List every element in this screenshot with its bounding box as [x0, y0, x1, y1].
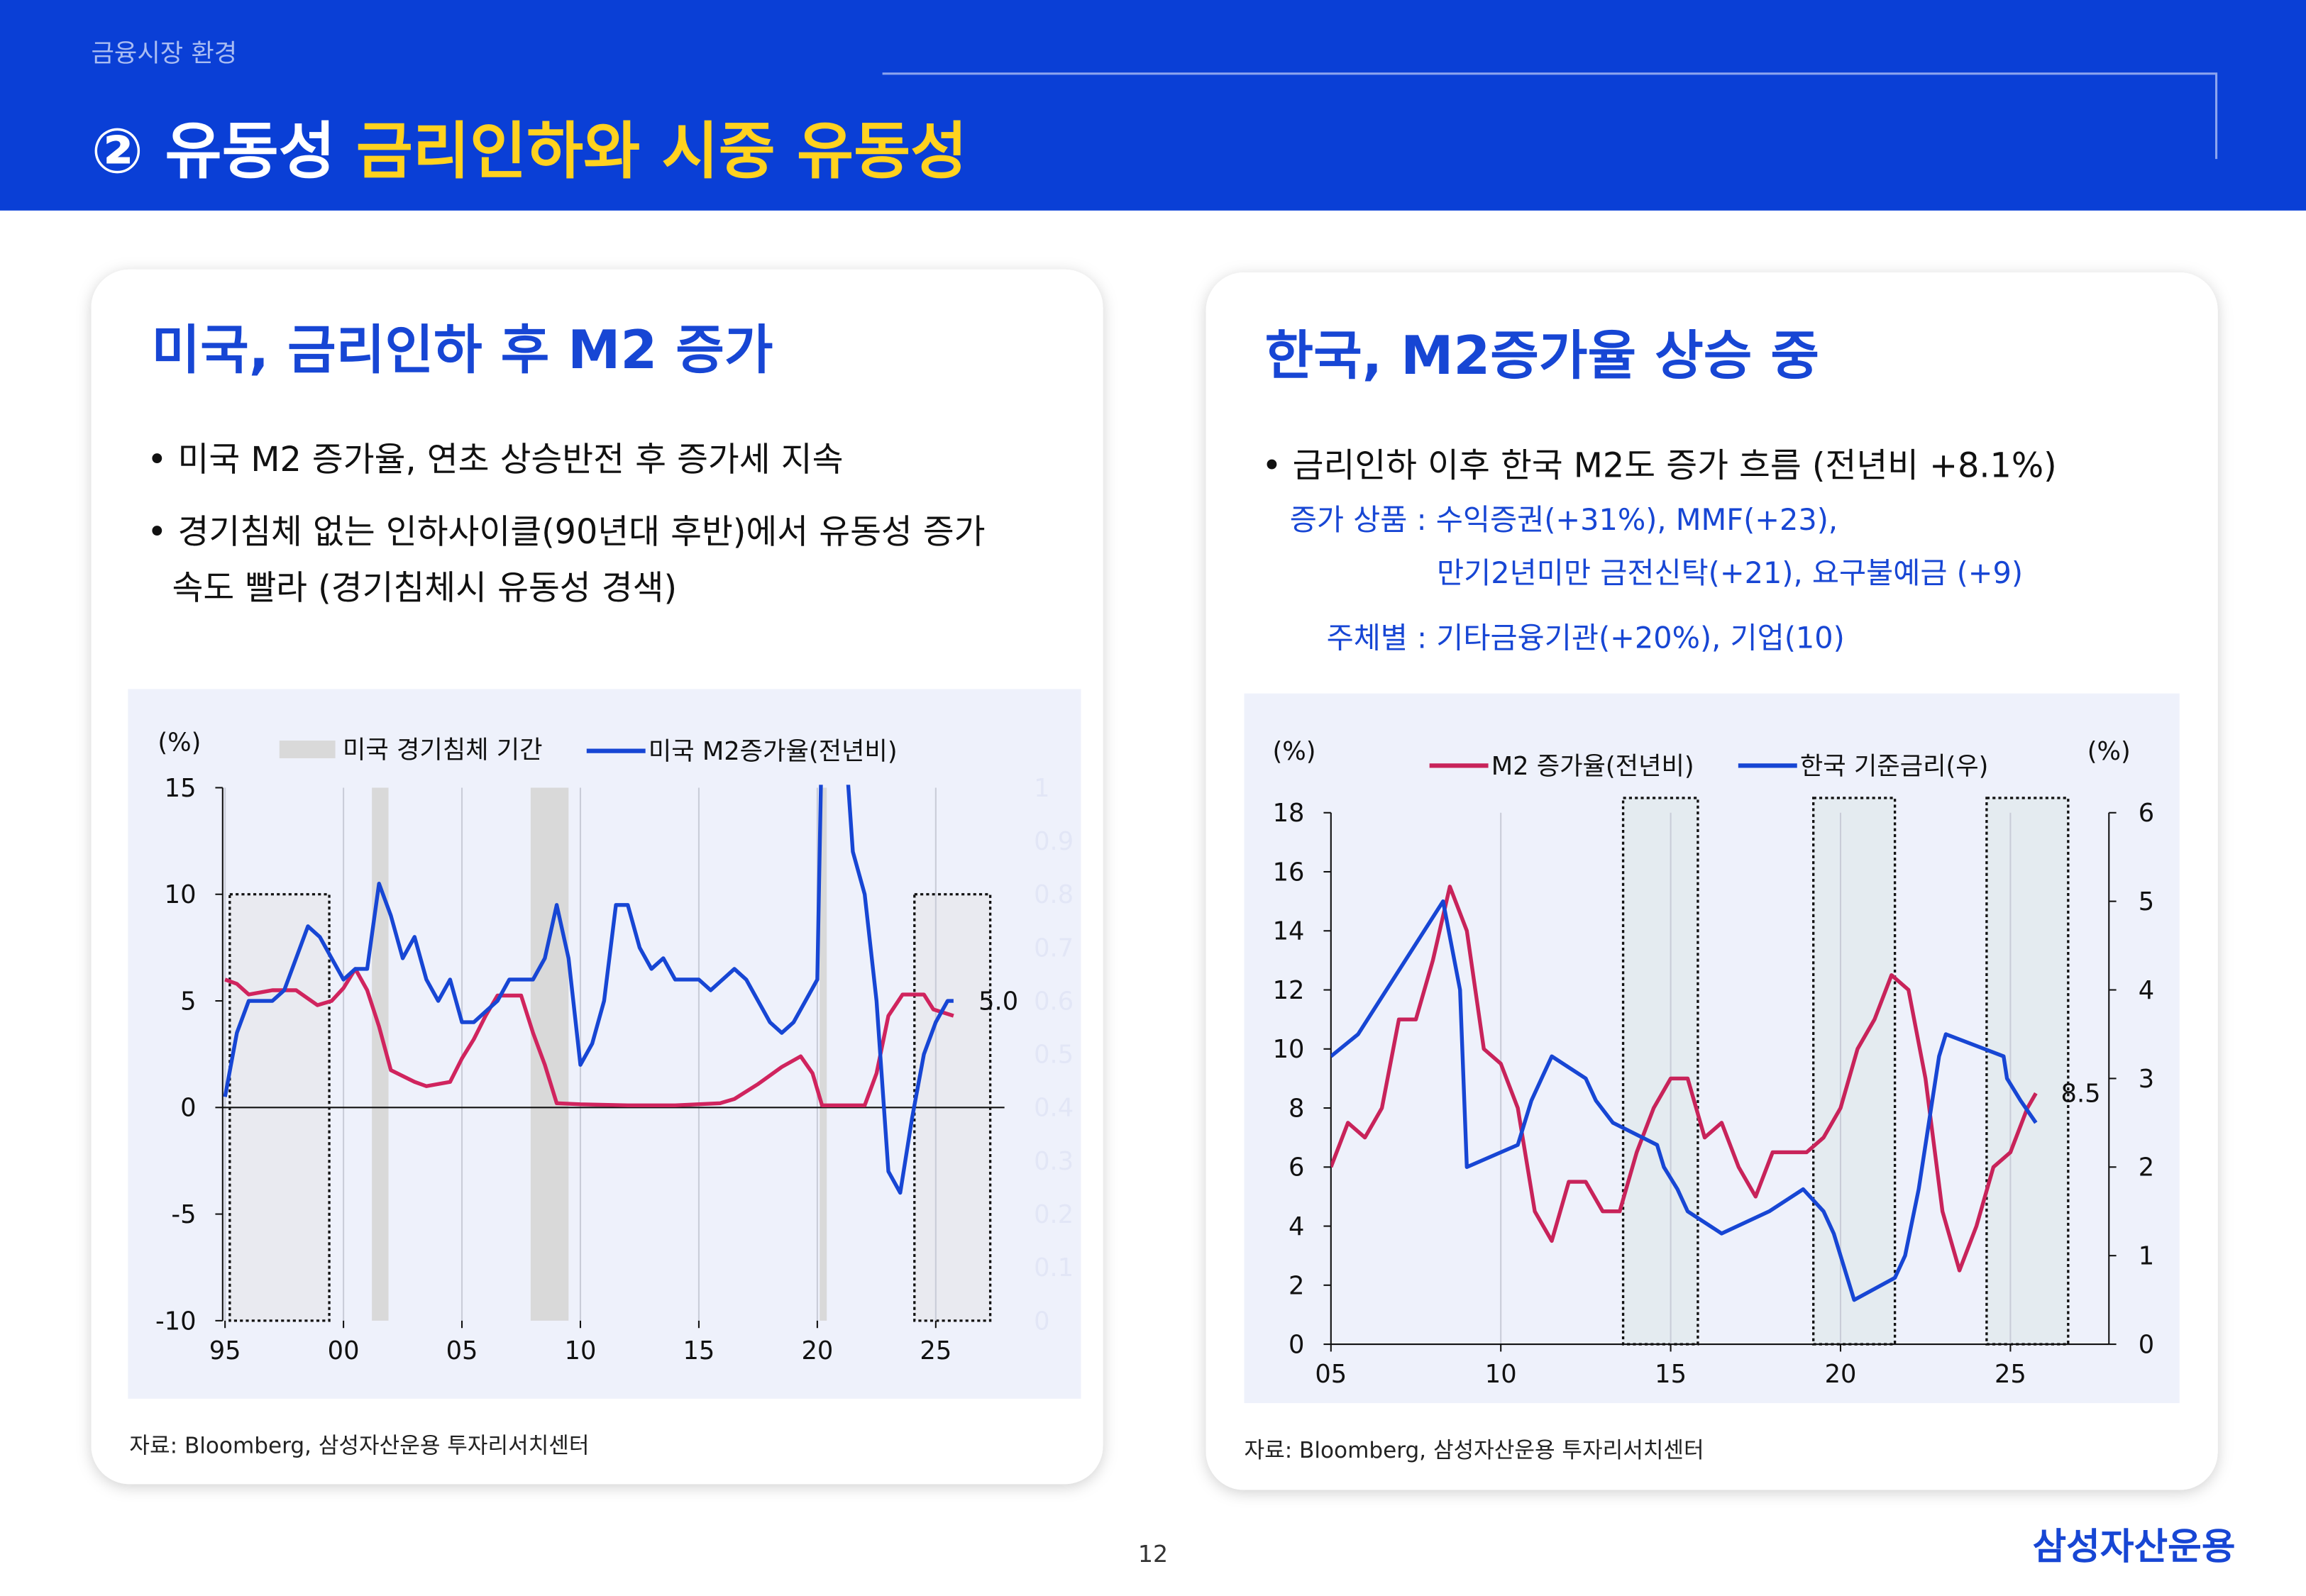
y-axis-label: (%): [1273, 737, 1316, 766]
logo: 삼성자산운용: [2033, 1526, 2236, 1568]
y2-tick-label: 5: [2139, 887, 2154, 916]
y2-tick-label: 3: [2139, 1065, 2154, 1094]
header-rule: [882, 72, 2218, 160]
y2-tick-label: 1: [2139, 1242, 2154, 1271]
x-tick-label: 00: [328, 1336, 360, 1365]
recession-band: [530, 787, 569, 1321]
data-label: 8.5: [2061, 1080, 2101, 1109]
series-line: [224, 967, 954, 1107]
y2-tick-label: 1: [1034, 774, 1049, 803]
y2-tick-label: 4: [2139, 976, 2154, 1005]
highlight-box: [1812, 797, 1897, 1346]
y2-tick-label: 0: [1034, 1307, 1049, 1336]
note: 증가 상품 : 수익증권(+31%), MMF(+23),: [1290, 502, 1838, 537]
y2-tick-label: 0.6: [1034, 987, 1074, 1016]
y2-tick-label: 0.9: [1034, 827, 1074, 856]
y-tick-label: 16: [1273, 858, 1305, 887]
panel-title: 미국, 금리인하 후 M2 증가: [151, 319, 773, 381]
y-tick-label: -5: [171, 1200, 196, 1229]
y2-tick-label: 0.1: [1034, 1253, 1074, 1282]
y-axis-label: (%): [158, 728, 201, 758]
y2-tick-label: 0.4: [1034, 1094, 1074, 1123]
legend-label: 미국 경기침체 기간: [343, 736, 543, 765]
legend-swatch: [279, 741, 336, 758]
recession-band: [372, 787, 389, 1321]
title-text: 금리인하와 시중 유동성: [356, 115, 967, 187]
y2-axis-label: (%): [2087, 737, 2131, 766]
highlight-box: [1985, 797, 2070, 1346]
header-bar: [0, 0, 2306, 211]
note: 주체별 : 기타금융기관(+20%), 기업(10): [1327, 620, 1845, 655]
y2-tick-label: 0.3: [1034, 1147, 1074, 1176]
y-tick-label: 10: [1273, 1035, 1305, 1064]
y-tick-label: 0: [1289, 1330, 1304, 1359]
title-number: ② 유동성: [92, 115, 336, 187]
x-tick-label: 25: [920, 1336, 951, 1365]
x-tick-label: 10: [1485, 1360, 1517, 1389]
y2-tick-label: 0: [2139, 1330, 2154, 1359]
x-tick-label: 20: [1825, 1360, 1857, 1389]
x-tick-label: 05: [1315, 1360, 1347, 1389]
series-line: [1330, 899, 2038, 1302]
highlight-box: [1621, 797, 1699, 1346]
series-line: [1330, 885, 2038, 1273]
y-tick-label: 14: [1273, 917, 1305, 946]
source: 자료: Bloomberg, 삼성자산운용 투자리서치센터: [1245, 1438, 1704, 1463]
y-tick-label: 4: [1289, 1212, 1304, 1241]
page-number: 12: [1138, 1540, 1168, 1568]
legend-label: 한국 기준금리(우): [1800, 752, 1989, 781]
y-tick-label: 15: [165, 774, 197, 803]
bullet: • 미국 M2 증가율, 연초 상승반전 후 증가세 지속: [147, 440, 843, 480]
legend-label: 미국 M2증가율(전년비): [649, 737, 898, 766]
chart: 95 00 05 10 15 20 25-10-505101500.10.20.30.40.…: [155, 728, 1074, 1365]
page-title: ② 유동성 금리인하와 시중 유동성: [92, 115, 968, 187]
y-tick-label: -10: [155, 1307, 197, 1336]
x-tick-label: 15: [683, 1336, 715, 1365]
y-tick-label: 6: [1289, 1153, 1304, 1182]
bullet: • 경기침체 없는 인하사이클(90년대 후반)에서 유동성 증가: [147, 513, 985, 552]
x-tick-label: 25: [1995, 1360, 2026, 1389]
y2-tick-label: 0.2: [1034, 1200, 1074, 1229]
legend-label: M2 증가율(전년비): [1491, 752, 1694, 781]
panel-title: 한국, M2증가율 상승 중: [1265, 325, 1819, 387]
x-tick-label: 95: [209, 1336, 241, 1365]
y-tick-label: 0: [180, 1094, 196, 1123]
y2-tick-label: 0.8: [1034, 880, 1074, 909]
y2-tick-label: 0.5: [1034, 1041, 1074, 1070]
x-tick-label: 05: [446, 1336, 478, 1365]
x-tick-label: 10: [565, 1336, 597, 1365]
source: 자료: Bloomberg, 삼성자산운용 투자리서치센터: [129, 1434, 589, 1459]
y2-tick-label: 2: [2139, 1153, 2154, 1182]
bullet-continued: 속도 빨라 (경기침체시 유동성 경색): [172, 569, 678, 608]
y2-tick-label: 6: [2139, 799, 2154, 828]
recession-band: [820, 787, 827, 1321]
x-tick-label: 15: [1655, 1360, 1687, 1389]
x-tick-label: 20: [801, 1336, 833, 1365]
y-tick-label: 8: [1289, 1094, 1304, 1123]
y-tick-label: 12: [1273, 976, 1305, 1005]
note: 만기2년미만 금전신탁(+21), 요구불예금 (+9): [1437, 555, 2023, 590]
y-tick-label: 5: [180, 987, 196, 1016]
y-tick-label: 10: [165, 880, 197, 909]
y2-tick-label: 0.7: [1034, 933, 1074, 963]
data-label: 5.0: [978, 987, 1018, 1016]
section-label: 금융시장 환경: [92, 39, 238, 68]
bullet: • 금리인하 이후 한국 M2도 증가 흐름 (전년비 +8.1%): [1262, 446, 2056, 485]
y-tick-label: 18: [1273, 799, 1305, 828]
y-tick-label: 2: [1289, 1271, 1304, 1300]
series-line: [223, 785, 954, 1195]
